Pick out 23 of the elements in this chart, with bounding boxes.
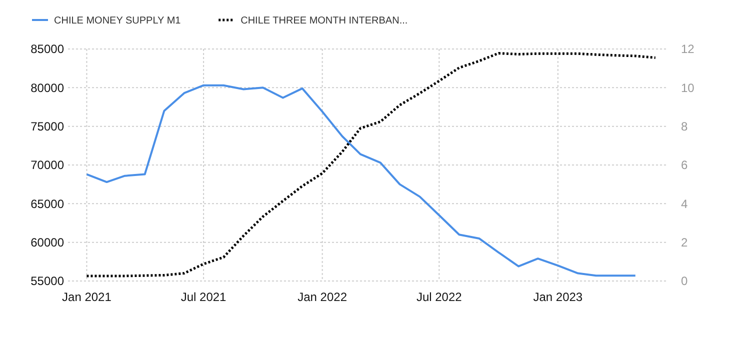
y-tick-label: 65000 — [30, 196, 64, 211]
y2-tick-label: 8 — [681, 120, 688, 134]
y-tick-label: 55000 — [30, 274, 64, 288]
y2-tick-label: 4 — [681, 196, 688, 211]
y-tick-label: 60000 — [30, 236, 64, 250]
x-tick-label: Jan 2022 — [298, 290, 348, 304]
y-tick-label: 75000 — [30, 120, 64, 134]
x-tick-label: Jan 2023 — [533, 290, 583, 304]
y2-tick-label: 10 — [681, 80, 695, 95]
y-tick-label: 85000 — [30, 42, 64, 56]
legend-label: CHILE MONEY SUPPLY M1 — [54, 16, 182, 26]
y-tick-label: 70000 — [30, 158, 64, 172]
y-tick-label: 80000 — [30, 80, 64, 95]
x-tick-label: Jul 2022 — [416, 290, 462, 304]
legend-label: CHILE THREE MONTH INTERBAN... — [240, 16, 408, 26]
y2-tick-label: 6 — [681, 158, 688, 172]
line-series — [85, 52, 657, 278]
y2-tick-label: 0 — [681, 274, 688, 288]
y2-tick-label: 2 — [681, 236, 688, 250]
x-tick-label: Jan 2021 — [62, 290, 112, 304]
x-tick-label: Jul 2021 — [180, 290, 227, 304]
y2-tick-label: 12 — [681, 42, 695, 56]
line-series — [86, 84, 636, 277]
